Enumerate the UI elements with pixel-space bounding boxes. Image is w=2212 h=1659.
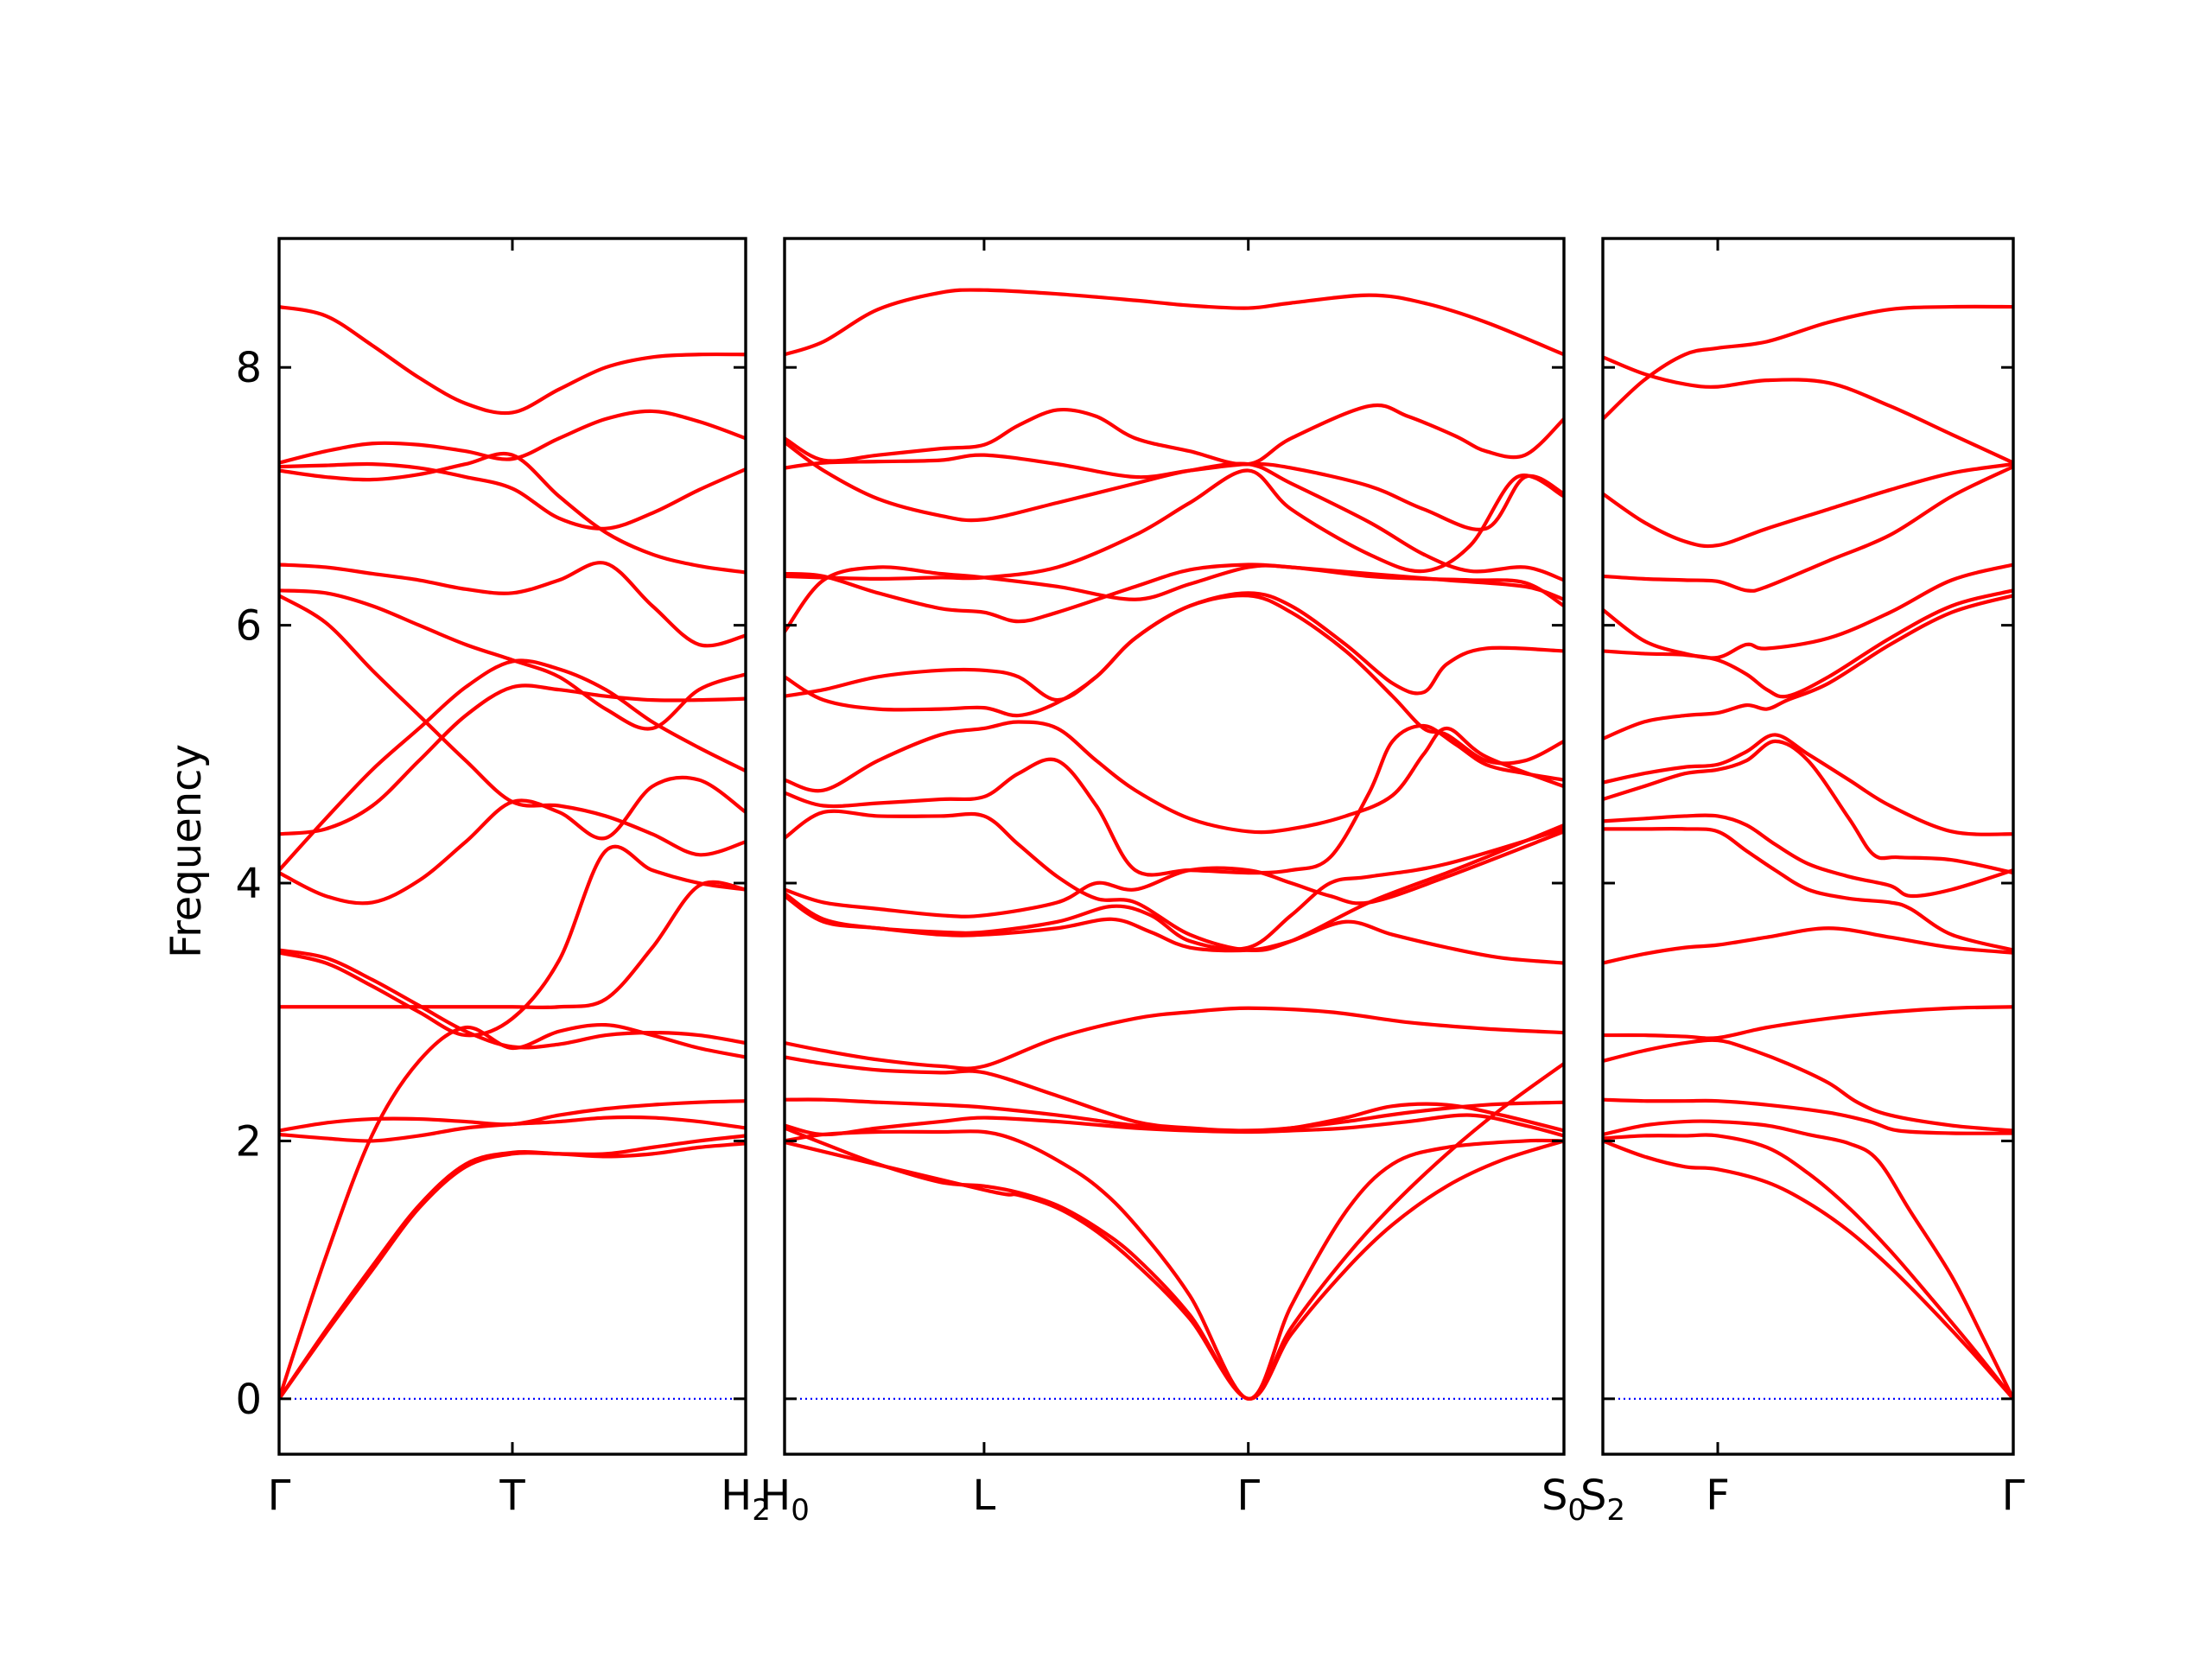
band-line — [785, 468, 1564, 581]
band-line — [279, 948, 746, 1050]
y-tick-label: 4 — [235, 860, 262, 908]
band-line — [279, 1141, 746, 1401]
band-line — [785, 563, 1564, 634]
x-tick-label: T — [499, 1471, 525, 1520]
x-tick-label: L — [973, 1471, 996, 1520]
band-line — [279, 1022, 746, 1401]
band-line — [1603, 355, 2013, 465]
band-line — [785, 893, 1564, 965]
band-line — [785, 720, 1564, 835]
band-line — [279, 880, 746, 1010]
band-line — [279, 561, 746, 648]
y-tick-label: 8 — [235, 344, 262, 392]
band-line — [1603, 464, 2013, 593]
y-axis-label: Frequency — [162, 744, 211, 958]
band-line — [785, 1129, 1564, 1401]
panel-3: S2 F Γ — [1580, 237, 2025, 1528]
band-line — [785, 403, 1564, 467]
x-tick-label: Γ — [2002, 1471, 2025, 1520]
band-line — [785, 1139, 1564, 1401]
band-line — [279, 1099, 746, 1133]
band-line — [1603, 813, 2013, 899]
band-line — [785, 723, 1564, 877]
band-line — [279, 1134, 746, 1401]
panel-1: Γ T H2 0 2 4 6 8 — [235, 237, 771, 1528]
panel-frame — [1601, 237, 2015, 1456]
x-tick-label: F — [1706, 1471, 1730, 1520]
panel-2: H0 L Γ S0 — [760, 237, 1586, 1528]
panel-frame — [783, 237, 1566, 1456]
x-tick-label: S0 — [1541, 1471, 1586, 1528]
band-line — [785, 830, 1564, 918]
x-tick-label: H2 — [721, 1471, 771, 1528]
x-tick-label: Γ — [1236, 1471, 1260, 1520]
band-line — [785, 1113, 1564, 1138]
band-line — [1603, 1038, 2013, 1133]
band-line — [1603, 733, 2013, 836]
band-line — [279, 1115, 746, 1143]
band-line — [1603, 462, 2013, 549]
band-line — [785, 453, 1564, 531]
band-line — [1603, 588, 2013, 699]
band-line — [1603, 1133, 2013, 1401]
band-line — [785, 594, 1564, 766]
band-line — [279, 683, 746, 836]
y-tick-label: 0 — [235, 1376, 262, 1424]
band-line — [279, 409, 746, 465]
band-line — [1603, 1005, 2013, 1040]
band-line — [785, 809, 1564, 952]
band-line — [279, 452, 746, 575]
band-line — [1603, 926, 2013, 965]
band-line — [1603, 1097, 2013, 1135]
band-line — [785, 1006, 1564, 1071]
band-line — [279, 461, 746, 531]
x-tick-label: Γ — [268, 1471, 291, 1520]
y-tick-label: 6 — [235, 602, 262, 651]
band-line — [1603, 1119, 2013, 1401]
band-line — [785, 440, 1564, 582]
band-line — [785, 1061, 1564, 1401]
bands-2 — [785, 288, 1564, 1401]
band-line — [785, 288, 1564, 357]
band-line — [1603, 1139, 2013, 1401]
y-tick-label: 2 — [235, 1117, 262, 1166]
band-line — [1603, 594, 2013, 741]
band-line — [279, 775, 746, 906]
bands-1 — [279, 304, 746, 1401]
band-line — [785, 1055, 1564, 1133]
x-tick-label: S2 — [1580, 1471, 1625, 1528]
x-tick-label: H0 — [760, 1471, 810, 1528]
band-line — [1603, 739, 2013, 875]
band-line — [1603, 563, 2013, 660]
band-line — [279, 594, 746, 857]
band-line — [1603, 827, 2013, 952]
band-line — [279, 304, 746, 416]
bands-3 — [1603, 304, 2013, 1401]
band-line — [279, 658, 746, 873]
band-line — [1603, 304, 2013, 421]
